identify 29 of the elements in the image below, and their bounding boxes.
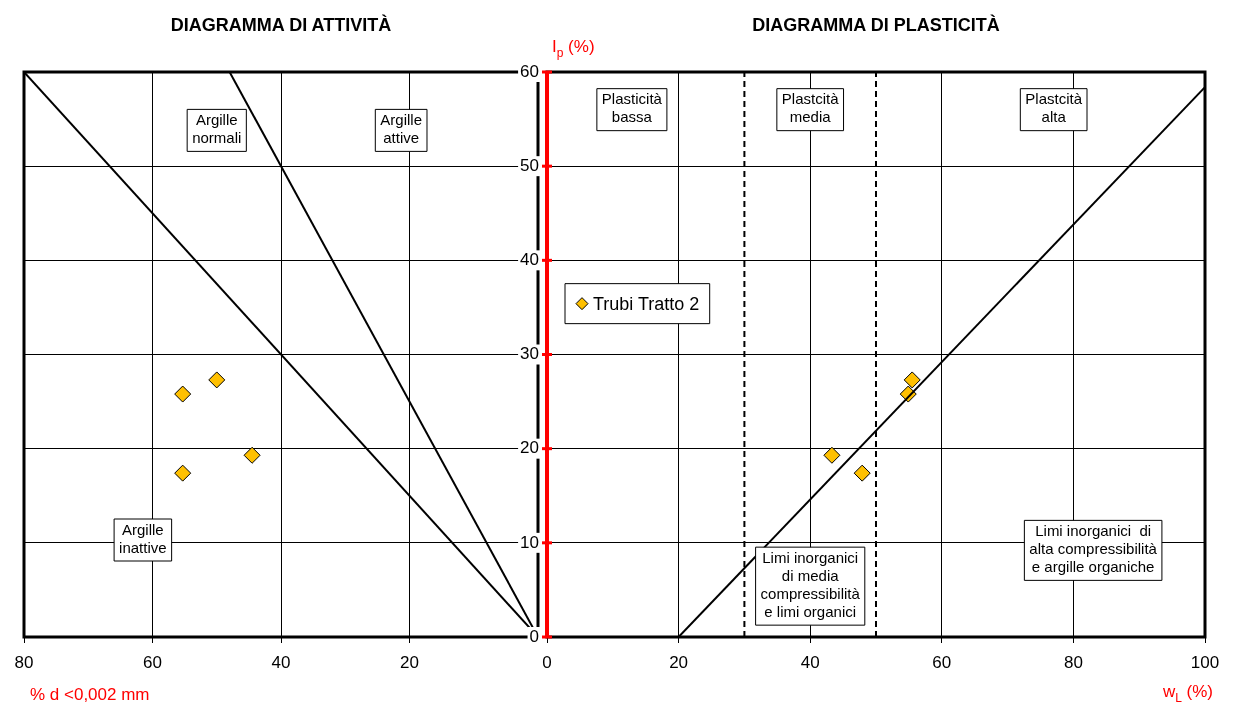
annotation: Argille inattive — [119, 520, 167, 556]
x-tick-label: 100 — [1190, 652, 1220, 672]
annotation: Plastcità media — [781, 90, 840, 126]
annotation: Argille attive — [380, 111, 422, 147]
x-tick-label: 40 — [800, 652, 820, 672]
y-tick-label: 60 — [520, 61, 539, 81]
x-tick-label: 20 — [669, 652, 689, 672]
x-tick-label: 40 — [271, 652, 291, 672]
y-tick-label: 50 — [520, 155, 539, 175]
annotation: Plasticità bassa — [601, 90, 663, 126]
annotation: Argille normali — [192, 111, 242, 147]
y-tick-label: 40 — [520, 250, 539, 270]
annotation: Limi inorganici di alta compressibilità e argille organiche — [1029, 522, 1158, 576]
x-tick-label: 60 — [932, 652, 952, 672]
x-tick-label: 80 — [1063, 652, 1083, 672]
x-tick-label: 60 — [143, 652, 162, 672]
annotation: Limi inorganici di media compressibilità e limi organici — [760, 548, 861, 620]
chart-title: DIAGRAMMA DI PLASTICITÀ — [752, 14, 1000, 35]
x-tick-label: 80 — [14, 652, 34, 672]
x-tick-label: 20 — [400, 652, 419, 672]
y-tick-label: 10 — [520, 532, 539, 552]
x-axis-title: % d <0,002 mm — [30, 685, 150, 704]
y-tick-label: 0 — [529, 626, 539, 646]
y-tick-label: 20 — [520, 438, 539, 458]
annotation: Plastcità alta — [1025, 90, 1083, 126]
y-tick-label: 30 — [520, 344, 539, 364]
chart-title: DIAGRAMMA DI ATTIVITÀ — [170, 14, 392, 35]
x-tick-label: 0 — [542, 652, 552, 672]
legend-label: Trubi Tratto 2 — [593, 293, 700, 314]
